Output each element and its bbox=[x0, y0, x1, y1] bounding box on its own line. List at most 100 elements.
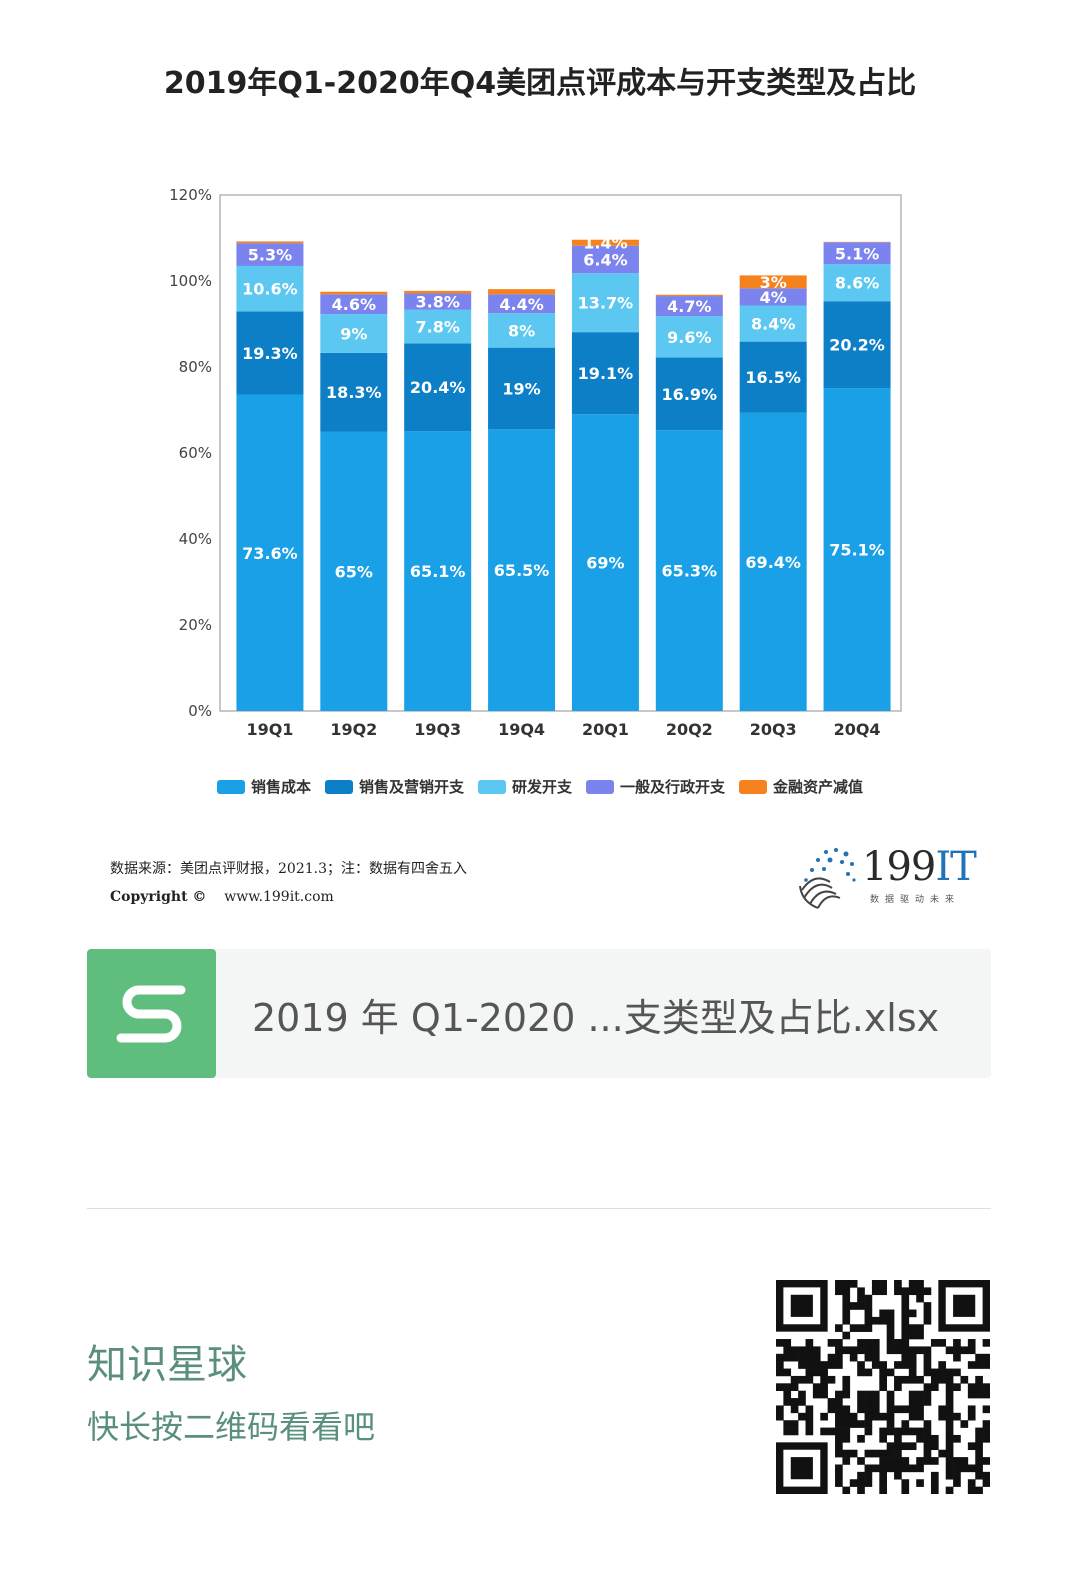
bar-segment bbox=[404, 343, 472, 432]
bar-segment bbox=[236, 394, 304, 711]
data-label: 16.5% bbox=[745, 368, 801, 387]
source-note: 数据来源：美团点评财报，2021.3；注：数据有四舍五入 Copyright ©… bbox=[110, 855, 467, 911]
bar-segment bbox=[236, 243, 304, 266]
file-name: 2019 年 Q1-2020 ...支类型及占比.xlsx bbox=[252, 996, 940, 1040]
bar-segment bbox=[320, 314, 388, 353]
bar-segment bbox=[320, 291, 388, 295]
x-tick-label: 20Q1 bbox=[582, 720, 629, 739]
plot-frame bbox=[219, 194, 902, 712]
data-label: 13.7% bbox=[578, 294, 634, 313]
bar-segment bbox=[823, 388, 891, 711]
zsxq-title: 知识星球 bbox=[87, 1342, 247, 1388]
bar-segment bbox=[655, 316, 723, 358]
legend-item: 一般及行政开支 bbox=[586, 776, 725, 797]
qr-code-icon bbox=[776, 1280, 991, 1495]
legend-label: 销售及营销开支 bbox=[358, 778, 464, 796]
legend-swatch bbox=[739, 779, 768, 794]
data-label: 18.3% bbox=[326, 383, 382, 402]
website-link[interactable]: www.199it.com bbox=[224, 889, 334, 905]
legend-swatch bbox=[477, 779, 506, 794]
data-label: 19.1% bbox=[578, 364, 634, 383]
bar-segment bbox=[404, 431, 472, 711]
data-label: 10.6% bbox=[242, 280, 298, 299]
data-label: 3.8% bbox=[416, 293, 460, 312]
logo-tagline: 数据驱动未来 bbox=[870, 895, 961, 905]
x-tick-label: 19Q1 bbox=[246, 720, 293, 739]
bar-segment bbox=[655, 357, 723, 431]
y-tick-label: 80% bbox=[179, 358, 212, 376]
logo-number: 199 bbox=[862, 844, 936, 890]
legend-swatch bbox=[324, 779, 353, 794]
divider bbox=[87, 1208, 991, 1209]
data-label: 4.6% bbox=[332, 295, 376, 314]
zsxq-subtitle: 快长按二维码看看吧 bbox=[87, 1408, 376, 1446]
x-tick-label: 20Q4 bbox=[834, 720, 881, 739]
bar-segment bbox=[236, 265, 304, 312]
qr-code[interactable] bbox=[776, 1280, 991, 1495]
data-label: 65.1% bbox=[410, 562, 466, 581]
bar-segment bbox=[823, 264, 891, 302]
chart-legend: 销售成本 销售及营销开支 研发开支 一般及行政开支 金融资产减值 bbox=[0, 776, 1080, 797]
data-label: 4.7% bbox=[667, 297, 711, 316]
x-tick-label: 20Q2 bbox=[666, 720, 713, 739]
dandelion-logo-icon bbox=[799, 848, 856, 909]
legend-item: 销售及营销开支 bbox=[324, 776, 464, 797]
source-line: 数据来源：美团点评财报，2021.3；注：数据有四舍五入 bbox=[110, 861, 467, 877]
chart-title: 2019年Q1-2020年Q4美团点评成本与开支类型及占比 bbox=[163, 66, 917, 101]
bar-segment bbox=[404, 290, 472, 294]
data-label: 19.3% bbox=[242, 344, 298, 363]
data-label: 65.5% bbox=[494, 561, 550, 580]
bar-segment bbox=[488, 313, 556, 348]
data-label: 8.6% bbox=[835, 274, 879, 293]
legend-item: 销售成本 bbox=[216, 776, 311, 797]
data-label: 73.6% bbox=[242, 544, 298, 563]
bar-segment bbox=[320, 352, 388, 432]
bar-segment bbox=[320, 294, 388, 315]
data-label: 4.4% bbox=[499, 295, 543, 314]
bar-segment bbox=[739, 305, 807, 342]
legend-label: 金融资产减值 bbox=[773, 778, 864, 796]
bar-segment bbox=[404, 293, 472, 310]
data-label: 8.4% bbox=[751, 315, 795, 334]
x-tick-label: 20Q3 bbox=[750, 720, 797, 739]
legend-label: 一般及行政开支 bbox=[620, 778, 726, 796]
bar-segment bbox=[823, 301, 891, 389]
logo-letters: IT bbox=[935, 844, 976, 890]
bar-segment bbox=[571, 332, 639, 415]
spreadsheet-s-icon bbox=[87, 949, 216, 1078]
x-tick-label: 19Q3 bbox=[414, 720, 461, 739]
data-label: 20.2% bbox=[829, 336, 885, 355]
bar-segment bbox=[655, 430, 723, 711]
bar-segment bbox=[404, 309, 472, 344]
bar-segment bbox=[739, 275, 807, 289]
bar-segment bbox=[488, 347, 556, 430]
data-label: 69.4% bbox=[745, 553, 801, 572]
data-label: 4% bbox=[760, 288, 787, 307]
data-label: 65.3% bbox=[662, 562, 718, 581]
bar-segment bbox=[571, 239, 639, 246]
bar-segment bbox=[739, 341, 807, 413]
x-tick-label: 19Q4 bbox=[498, 720, 545, 739]
copyright-label: Copyright © bbox=[110, 889, 207, 905]
data-label: 1.4% bbox=[583, 234, 627, 253]
bar-segment bbox=[488, 294, 556, 314]
bar-segment bbox=[236, 311, 304, 395]
data-label: 75.1% bbox=[829, 541, 885, 560]
199it-logo: 199IT 数据驱动未来 bbox=[796, 842, 986, 912]
bar-segment bbox=[488, 429, 556, 711]
legend-swatch bbox=[216, 779, 245, 794]
legend-item: 金融资产减值 bbox=[739, 776, 863, 797]
x-tick-label: 19Q2 bbox=[330, 720, 377, 739]
legend-label: 研发开支 bbox=[511, 778, 572, 796]
legend-swatch bbox=[586, 779, 614, 794]
data-label: 16.9% bbox=[662, 385, 718, 404]
bar-segment bbox=[655, 296, 723, 317]
y-tick-label: 100% bbox=[169, 272, 212, 290]
data-label: 7.8% bbox=[416, 318, 460, 337]
data-label: 65% bbox=[335, 562, 373, 581]
bar-segment bbox=[739, 288, 807, 306]
file-attachment-card[interactable]: 2019 年 Q1-2020 ...支类型及占比.xlsx bbox=[87, 949, 991, 1078]
data-label: 8% bbox=[508, 321, 535, 340]
data-label: 9% bbox=[340, 324, 367, 343]
bar-segment bbox=[236, 241, 304, 244]
